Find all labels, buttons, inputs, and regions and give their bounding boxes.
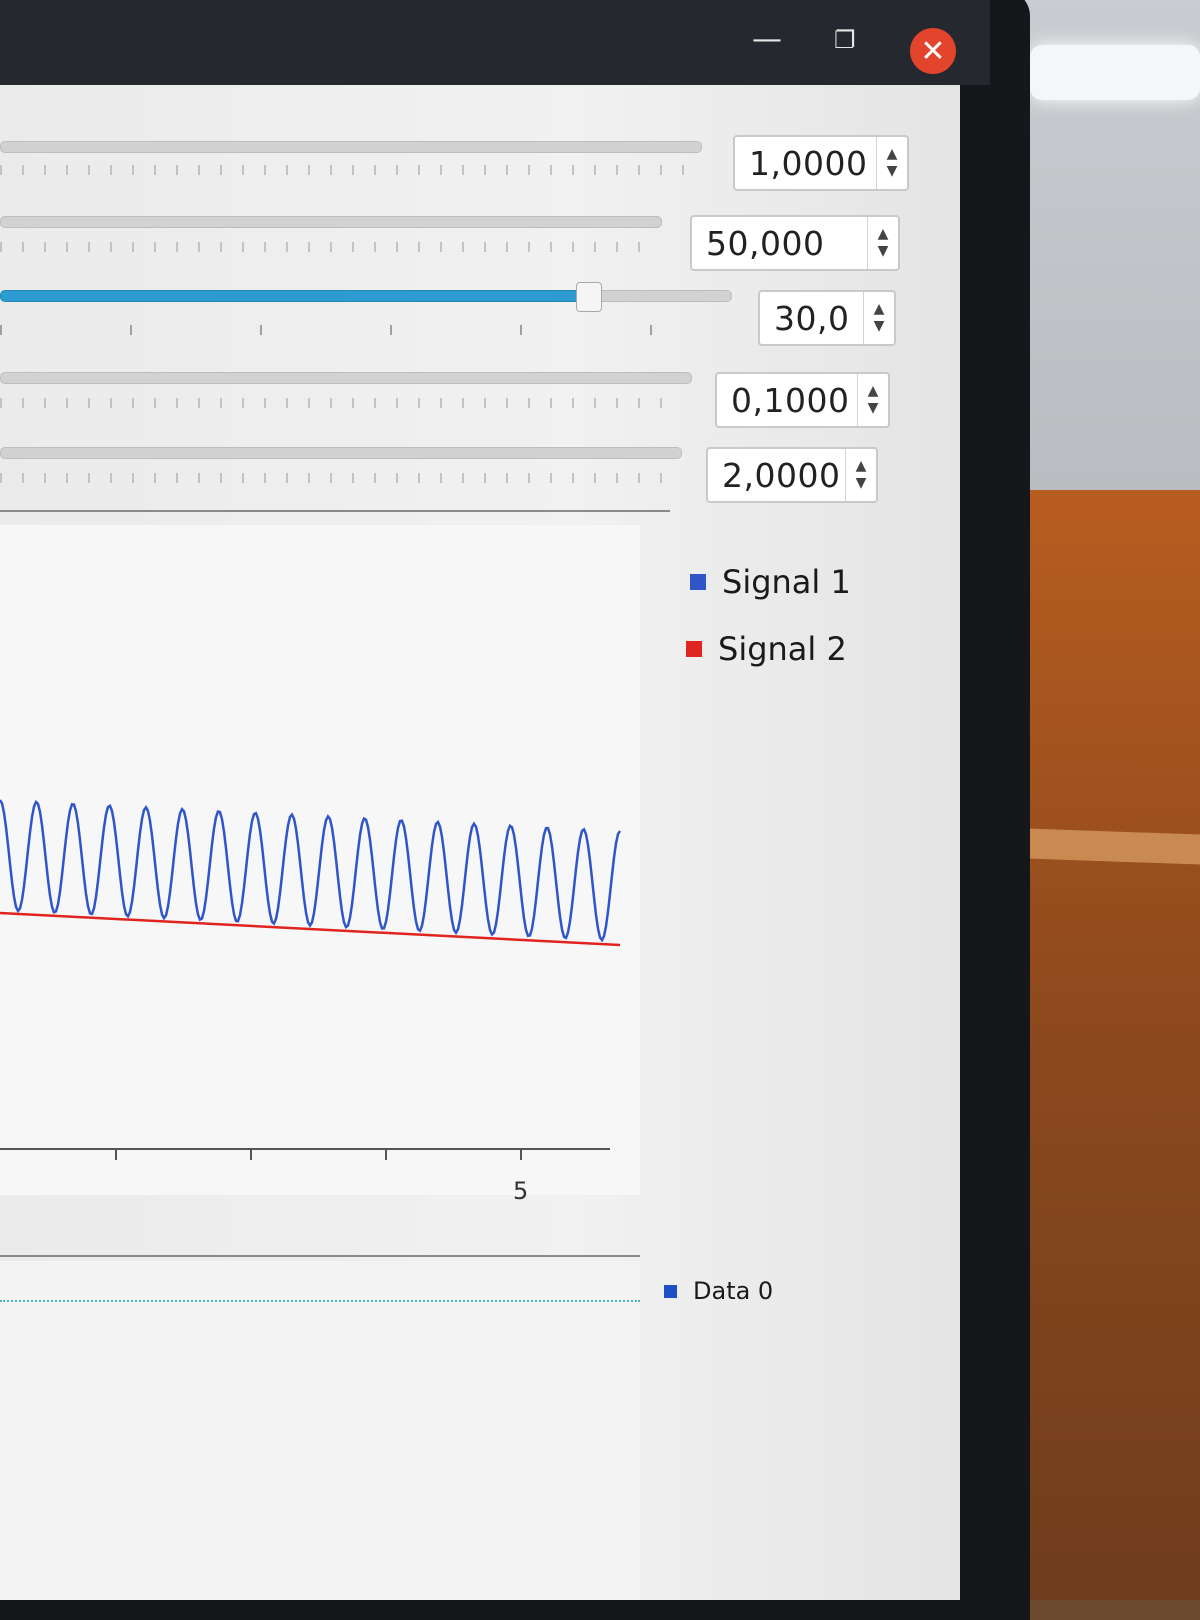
legend-data-0-label: Data 0 (693, 1277, 774, 1305)
legend-signal-2-swatch (686, 641, 702, 657)
slider-2-track[interactable] (0, 216, 662, 228)
signal-2-line (0, 911, 621, 947)
legend-signal-1[interactable]: Signal 1 (690, 563, 851, 601)
spinbox-2-value[interactable]: 50,000 (706, 223, 825, 263)
slider-3-filled-track[interactable] (0, 290, 582, 302)
spinbox-1-value[interactable]: 1,0000 (749, 143, 868, 183)
spinbox-1[interactable]: 1,0000 ▲ ▼ (733, 135, 909, 191)
app-window: 1,0000 ▲ ▼ 50,000 ▲ ▼ 30,0 ▲ ▼ 0,1000 ▲ ▼ (0, 85, 960, 1600)
legend-signal-1-swatch (690, 574, 706, 590)
slider-row-4: 0,1000 ▲ ▼ (0, 360, 960, 428)
slider-row-2: 50,000 ▲ ▼ (0, 200, 960, 271)
spinbox-2[interactable]: 50,000 ▲ ▼ (690, 215, 900, 271)
slider-4-track[interactable] (0, 372, 692, 384)
window-titlebar: — ❐ ✕ (0, 0, 990, 85)
spinbox-3[interactable]: 30,0 ▲ ▼ (758, 290, 896, 346)
spinbox-5-value[interactable]: 2,0000 (722, 455, 841, 495)
spinbox-3-value[interactable]: 30,0 (774, 298, 850, 338)
spinbox-5[interactable]: 2,0000 ▲ ▼ (706, 447, 878, 503)
slider-3-remaining-track[interactable] (580, 290, 732, 302)
spinbox-2-arrows-icon[interactable]: ▲ ▼ (867, 217, 898, 269)
chart-1-x-axis (0, 1148, 610, 1150)
spinbox-5-arrows-icon[interactable]: ▲ ▼ (845, 449, 876, 501)
chart-2-plot-area (0, 1261, 640, 1600)
slider-3-handle[interactable] (576, 282, 602, 312)
chart-2-top-border (0, 1255, 640, 1257)
legend-signal-1-label: Signal 1 (722, 563, 851, 601)
legend-signal-2-label: Signal 2 (718, 630, 847, 668)
slider-1-ticks (0, 165, 690, 175)
chart-1-plot-area (0, 525, 640, 1195)
maximize-icon[interactable]: ❐ (834, 26, 856, 54)
legend-data-0[interactable]: Data 0 (664, 1277, 773, 1305)
x-tick (115, 1148, 117, 1160)
slider-4-ticks (0, 398, 680, 408)
chart-1-top-border (0, 510, 670, 512)
slider-row-1: 1,0000 ▲ ▼ (0, 125, 960, 191)
close-icon[interactable]: ✕ (910, 28, 956, 74)
legend-data-0-swatch (664, 1284, 677, 1298)
chart-1-svg (0, 799, 622, 947)
signal-1-line (0, 799, 622, 943)
spinbox-4-value[interactable]: 0,1000 (731, 380, 850, 420)
slider-2-ticks (0, 242, 650, 252)
spinbox-4[interactable]: 0,1000 ▲ ▼ (715, 372, 890, 428)
slider-row-5: 2,0000 ▲ ▼ (0, 435, 960, 503)
slider-5-track[interactable] (0, 447, 682, 459)
slider-1-track[interactable] (0, 141, 702, 153)
slider-5-ticks (0, 473, 670, 483)
x-tick (385, 1148, 387, 1160)
x-tick (520, 1148, 522, 1160)
minimize-icon[interactable]: — (752, 22, 782, 57)
slider-3-ticks (0, 325, 730, 335)
data-0-line (0, 1300, 640, 1302)
legend-signal-2[interactable]: Signal 2 (686, 630, 847, 668)
spinbox-3-arrows-icon[interactable]: ▲ ▼ (863, 292, 894, 344)
x-tick (250, 1148, 252, 1160)
ceiling-lamp (1030, 45, 1200, 100)
spinbox-1-arrows-icon[interactable]: ▲ ▼ (876, 137, 907, 189)
x-tick-label: 5 (513, 1177, 529, 1205)
slider-row-3: 30,0 ▲ ▼ (0, 270, 960, 346)
spinbox-4-arrows-icon[interactable]: ▲ ▼ (857, 374, 888, 426)
